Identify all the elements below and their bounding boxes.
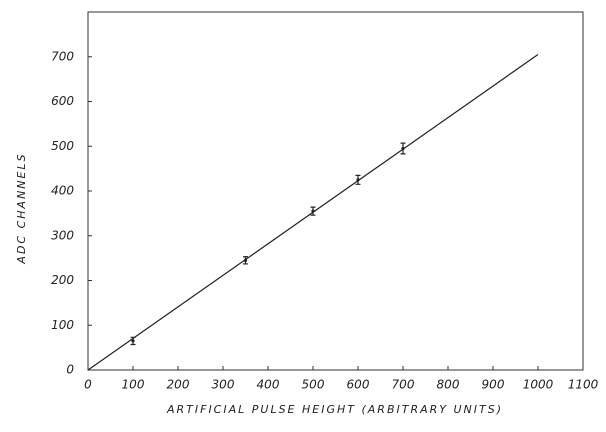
data-point — [401, 146, 405, 151]
x-tick-label: 300 — [212, 378, 235, 392]
x-tick-label: 500 — [302, 378, 325, 392]
x-tick-label: 700 — [392, 378, 415, 392]
x-tick-label: 1000 — [523, 378, 554, 392]
y-tick-label: 300 — [51, 228, 74, 242]
y-tick-label: 500 — [51, 139, 74, 153]
y-axis-label: ADC CHANNELS — [15, 152, 28, 264]
x-tick-label: 600 — [347, 378, 370, 392]
y-tick-label: 600 — [51, 94, 74, 108]
data-point — [243, 258, 248, 262]
x-tick-label: 400 — [257, 378, 280, 392]
data-point — [311, 209, 315, 213]
plot-frame — [87, 11, 584, 371]
y-tick-label: 700 — [51, 49, 74, 63]
x-tick-label: 900 — [482, 378, 505, 392]
x-tick-label: 100 — [122, 378, 145, 392]
data-point — [356, 178, 360, 182]
x-tick-label: 0 — [84, 378, 92, 392]
y-tick-label: 400 — [51, 184, 74, 198]
x-axis-label: ARTIFICIAL PULSE HEIGHT (ARBITRARY UNITS… — [166, 403, 503, 416]
x-tick-label: 1100 — [568, 378, 599, 392]
x-tick-label: 800 — [437, 378, 460, 392]
x-tick-label: 200 — [167, 378, 190, 392]
y-tick-label: 100 — [51, 318, 74, 332]
y-tick-label: 200 — [51, 273, 74, 287]
y-tick-label: 0 — [66, 363, 74, 377]
data-point — [131, 339, 135, 343]
